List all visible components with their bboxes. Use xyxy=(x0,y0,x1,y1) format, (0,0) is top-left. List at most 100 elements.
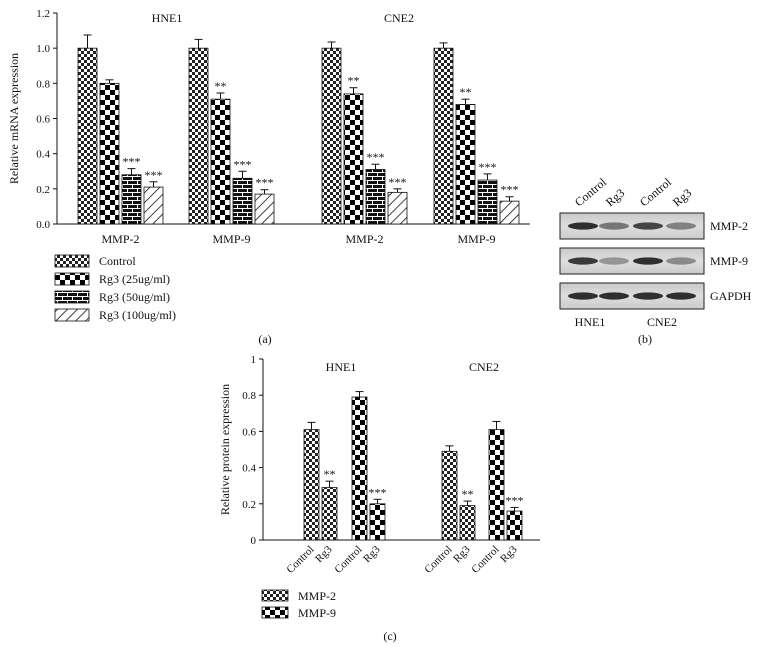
y-axis-label: Relative mRNA expression xyxy=(7,53,21,184)
bar xyxy=(387,191,408,225)
legend-label: Control xyxy=(99,254,136,268)
lane-label: Control xyxy=(637,175,675,210)
bar xyxy=(321,487,338,541)
blot-band xyxy=(633,257,663,265)
bar xyxy=(99,82,120,225)
x-tick-label: Control xyxy=(284,544,316,576)
x-tick-label: Rg3 xyxy=(498,543,520,565)
legend-swatch xyxy=(54,290,90,304)
significance-label: *** xyxy=(234,157,252,171)
bar xyxy=(499,200,520,225)
x-category-label: MMP-9 xyxy=(457,232,495,246)
blot-band xyxy=(666,257,696,265)
y-tick-label: 0.6 xyxy=(36,114,50,126)
significance-label: *** xyxy=(506,493,524,507)
blot-band xyxy=(568,292,598,300)
significance-label: *** xyxy=(145,168,163,182)
panel-label: (b) xyxy=(638,332,652,346)
cell-line-label: HNE1 xyxy=(152,11,183,25)
cell-line-label: HNE1 xyxy=(575,315,606,329)
blot-band xyxy=(633,292,663,300)
legend-swatch xyxy=(54,272,90,286)
bar xyxy=(365,169,386,225)
legend-swatch xyxy=(261,606,289,619)
y-tick-label: 0.6 xyxy=(242,426,256,438)
y-tick-label: 0.2 xyxy=(242,499,256,511)
bar xyxy=(143,186,164,225)
significance-label: *** xyxy=(479,160,497,174)
blot-band xyxy=(599,292,629,300)
y-tick-label: 0.2 xyxy=(36,184,50,196)
significance-label: *** xyxy=(367,150,385,164)
panel-c-chart: 0 0.2 0.4 0.6 0.8 1 Relative protein expressio… xyxy=(218,354,540,643)
blot-band xyxy=(599,222,629,230)
lane-label: Rg3 xyxy=(603,186,627,210)
significance-label: ** xyxy=(215,79,227,93)
bar xyxy=(433,47,454,225)
bar xyxy=(455,104,476,225)
y-tick-label: 0.8 xyxy=(242,390,256,402)
x-category-label: MMP-9 xyxy=(212,232,250,246)
x-tick-label: Rg3 xyxy=(451,543,473,565)
significance-label: *** xyxy=(389,175,407,189)
legend-swatch xyxy=(261,589,289,602)
y-tick-label: 0.4 xyxy=(36,149,50,161)
bar xyxy=(369,503,386,541)
bar xyxy=(343,93,364,225)
y-tick-label: 1.0 xyxy=(36,43,50,55)
bar xyxy=(441,450,458,541)
blot-band xyxy=(633,222,663,230)
significance-label: *** xyxy=(123,155,141,169)
significance-label: *** xyxy=(501,183,519,197)
bar xyxy=(351,396,368,541)
x-category-label: MMP-2 xyxy=(101,232,139,246)
bar xyxy=(303,429,320,541)
x-tick-label: Control xyxy=(332,544,364,576)
y-tick-label: 0.8 xyxy=(36,78,50,90)
legend-label: Rg3 (50ug/ml) xyxy=(99,290,170,304)
x-category-label: MMP-2 xyxy=(345,232,383,246)
y-tick-label: 0 xyxy=(251,535,257,547)
cell-line-label: CNE2 xyxy=(647,315,677,329)
bar xyxy=(488,429,505,541)
significance-label: ** xyxy=(460,85,472,99)
band-label: GAPDH xyxy=(710,289,752,303)
legend-swatch xyxy=(54,254,90,268)
cell-line-label: HNE1 xyxy=(326,360,357,374)
panel-a-chart: 0.0 0.2 0.4 0.6 0.8 1.0 1.2 Relative mRNA expre… xyxy=(7,8,530,346)
y-axis-label: Relative protein expression xyxy=(218,384,232,515)
cell-line-label: CNE2 xyxy=(384,11,414,25)
y-tick-label: 1.2 xyxy=(36,8,50,20)
bar xyxy=(459,505,476,541)
bar xyxy=(477,179,498,225)
legend-label: MMP-2 xyxy=(298,589,336,603)
significance-label: ** xyxy=(462,487,474,501)
bar xyxy=(121,174,142,225)
significance-label: ** xyxy=(348,74,360,88)
x-tick-label: Rg3 xyxy=(361,543,383,565)
significance-label: *** xyxy=(256,176,274,190)
bar xyxy=(77,47,98,225)
bar xyxy=(210,98,231,225)
cell-line-label: CNE2 xyxy=(469,360,499,374)
legend-label: MMP-9 xyxy=(298,606,336,620)
x-tick-label: Rg3 xyxy=(313,543,335,565)
blot-band xyxy=(666,292,696,300)
blot-band xyxy=(599,257,629,265)
y-tick-label: 1 xyxy=(251,354,257,366)
bar xyxy=(188,47,209,225)
significance-label: *** xyxy=(369,485,387,499)
blot-band xyxy=(568,222,598,230)
bar xyxy=(321,47,342,225)
lane-label: Rg3 xyxy=(670,186,694,210)
legend-label: Rg3 (25ug/ml) xyxy=(99,272,170,286)
significance-label: ** xyxy=(324,467,336,481)
blot-band xyxy=(666,222,696,230)
blot-band xyxy=(568,257,598,265)
bar xyxy=(506,510,523,541)
blot-strip xyxy=(559,212,705,240)
panel-label: (a) xyxy=(258,332,271,346)
x-tick-label: Control xyxy=(469,544,501,576)
